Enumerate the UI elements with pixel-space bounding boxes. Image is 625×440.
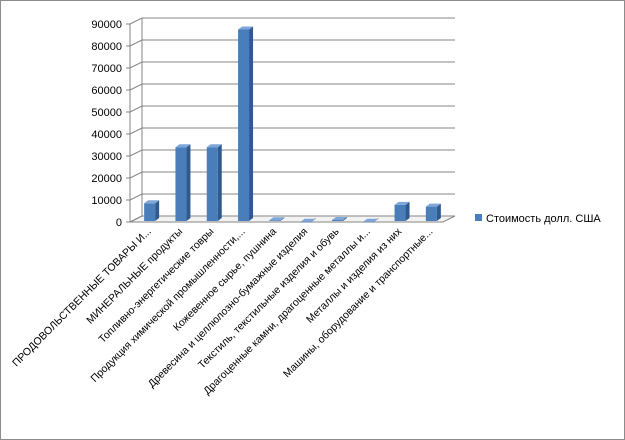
y-tick-label: 40000 bbox=[91, 129, 122, 141]
y-tick-label: 70000 bbox=[91, 63, 122, 75]
bar bbox=[363, 218, 379, 223]
bars-layer bbox=[144, 26, 441, 223]
bar bbox=[144, 200, 160, 221]
y-tick-labels: 0 10000 20000 30000 40000 50000 60000 70000 8000… bbox=[91, 19, 122, 229]
y-tick-label: 20000 bbox=[91, 173, 122, 185]
bar bbox=[269, 217, 285, 221]
y-tick-label: 80000 bbox=[91, 41, 122, 53]
y-tick-label: 30000 bbox=[91, 151, 122, 163]
x-tick-labels: ПРОДОВОЛЬСТВЕННЫЕ ТОВАРЫ И...МИНЕРАЛЬНЫЕ… bbox=[10, 225, 435, 397]
bar bbox=[206, 144, 222, 221]
bar bbox=[238, 26, 254, 221]
axis-layer bbox=[126, 18, 143, 223]
bar bbox=[394, 201, 410, 221]
y-tick-label: 0 bbox=[116, 217, 122, 229]
legend: Стоимость долл. США bbox=[475, 213, 601, 225]
y-tick-label: 50000 bbox=[91, 107, 122, 119]
y-tick-label: 60000 bbox=[91, 85, 122, 97]
bar bbox=[300, 218, 316, 223]
bar bbox=[175, 144, 191, 221]
x-tick-label: Машины, оборудование и транспортные... bbox=[281, 226, 435, 380]
y-tick-label: 90000 bbox=[91, 19, 122, 31]
x-tick-label: Топливно-энергетические товры bbox=[96, 226, 216, 346]
bar bbox=[331, 217, 347, 221]
legend-label: Стоимость долл. США bbox=[486, 213, 601, 225]
y-tick-label: 10000 bbox=[91, 195, 122, 207]
legend-swatch bbox=[475, 214, 482, 221]
bar bbox=[425, 203, 441, 221]
